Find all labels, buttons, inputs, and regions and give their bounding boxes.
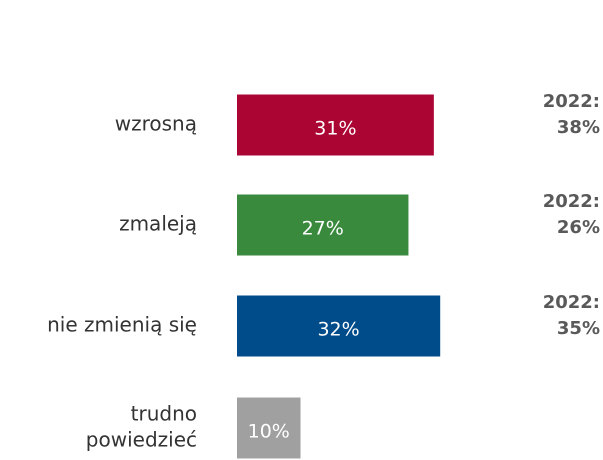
annotation: 38%: [557, 117, 600, 138]
category-label: zmaleją: [119, 212, 197, 236]
bar: [237, 94, 434, 156]
category-label: nie zmienią się: [47, 313, 197, 337]
bar: [237, 194, 409, 256]
annotation: 35%: [557, 318, 600, 339]
value-label: 32%: [317, 319, 359, 341]
value-label: 31%: [314, 118, 356, 140]
category-label: powiedzieć: [86, 428, 197, 452]
annotation: 2022:: [543, 91, 600, 112]
annotation: 2022:: [543, 191, 600, 212]
value-label: 10%: [248, 421, 290, 443]
category-label: trudno: [131, 402, 197, 426]
annotation: 2022:: [543, 292, 600, 313]
bar: [237, 295, 441, 357]
category-label: wzrosną: [115, 112, 197, 136]
bar: [237, 397, 301, 459]
annotation: 26%: [557, 217, 600, 238]
value-label: 27%: [302, 218, 344, 240]
